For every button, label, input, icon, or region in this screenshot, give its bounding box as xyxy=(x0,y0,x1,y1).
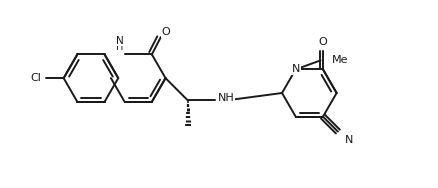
Text: H: H xyxy=(116,42,124,52)
Text: N: N xyxy=(345,136,353,146)
Text: O: O xyxy=(161,27,170,37)
Text: Me: Me xyxy=(332,55,348,65)
Text: O: O xyxy=(318,37,327,47)
Text: NH: NH xyxy=(218,93,234,103)
Text: Cl: Cl xyxy=(30,73,41,83)
Text: N: N xyxy=(116,36,124,45)
Text: N: N xyxy=(292,64,300,74)
